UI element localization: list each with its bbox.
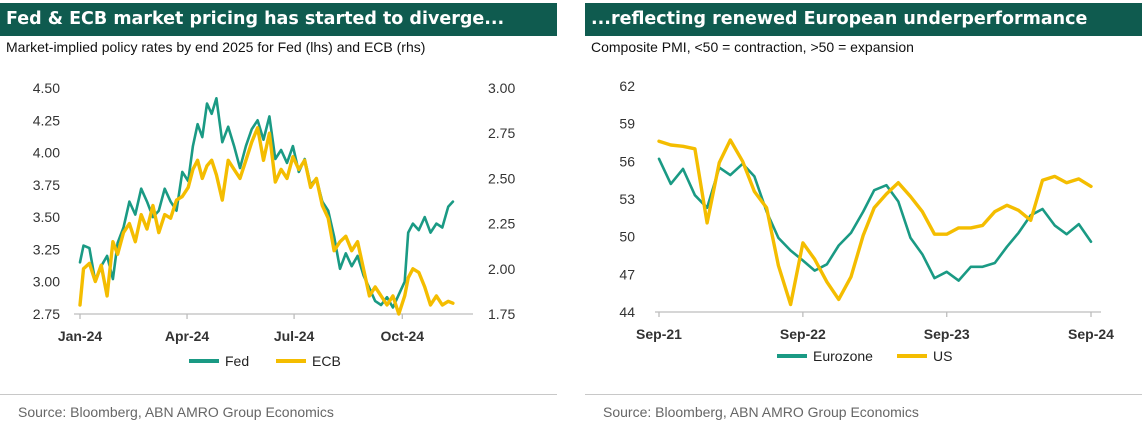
y-left-tick-label: 4.00 <box>33 145 60 161</box>
left-chart-subtitle: Market-implied policy rates by end 2025 … <box>6 39 426 55</box>
x-tick-label: Sep-24 <box>1068 326 1114 342</box>
right-panel: ...reflecting renewed European underperf… <box>585 0 1142 428</box>
right-chart-subtitle: Composite PMI, <50 = contraction, >50 = … <box>591 39 914 55</box>
series-line-us <box>657 138 1093 307</box>
left-divider <box>0 394 557 395</box>
y-tick-label: 53 <box>619 191 635 207</box>
x-tick-label: Oct-24 <box>381 328 425 344</box>
y-left-tick-label: 3.50 <box>33 209 60 225</box>
legend-item-us: US <box>897 348 952 364</box>
legend-label-us: US <box>933 348 952 364</box>
x-tick-label: Sep-23 <box>924 326 970 342</box>
y-tick-label: 62 <box>619 78 635 94</box>
y-left-tick-label: 3.00 <box>33 274 60 290</box>
x-tick-label: Sep-22 <box>780 326 826 342</box>
y-right-tick-label: 2.25 <box>488 216 515 232</box>
x-tick-label: Apr-24 <box>165 328 210 344</box>
y-left-tick-label: 3.75 <box>33 177 60 193</box>
left-chart-title: Fed & ECB market pricing has started to … <box>0 3 557 36</box>
legend-item-ecb: ECB <box>276 353 341 369</box>
series-line-eurozone <box>657 157 1093 282</box>
y-left-tick-label: 3.25 <box>33 241 60 257</box>
composite-pmi-chart: 44 47 50 53 56 59 62 Sep-21 Sep-22 Sep-23 Sep-24 Eu… <box>619 78 1114 364</box>
x-tick-label: Jul-24 <box>274 328 315 344</box>
left-panel: Fed & ECB market pricing has started to … <box>0 0 557 428</box>
y-right-tick-label: 2.75 <box>488 125 515 141</box>
legend-item-fed: Fed <box>189 353 249 369</box>
legend-item-eurozone: Eurozone <box>777 348 873 364</box>
legend-label-ecb: ECB <box>312 353 341 369</box>
right-chart-title: ...reflecting renewed European underperf… <box>585 3 1142 36</box>
y-tick-label: 47 <box>619 266 635 282</box>
x-tick-label: Sep-21 <box>636 326 682 342</box>
y-tick-label: 44 <box>619 304 635 320</box>
legend-label-fed: Fed <box>225 353 249 369</box>
series-line-fed <box>78 97 455 309</box>
series-line-ecb <box>78 126 455 316</box>
y-tick-label: 59 <box>619 116 635 132</box>
right-divider <box>585 394 1142 395</box>
y-right-tick-label: 2.50 <box>488 170 515 186</box>
legend-label-eurozone: Eurozone <box>813 348 873 364</box>
y-tick-label: 50 <box>619 229 635 245</box>
y-right-tick-label: 2.00 <box>488 261 515 277</box>
y-right-tick-label: 3.00 <box>488 80 515 96</box>
y-left-tick-label: 4.50 <box>33 80 60 96</box>
left-source-note: Source: Bloomberg, ABN AMRO Group Econom… <box>18 404 334 420</box>
x-tick-label: Jan-24 <box>58 328 103 344</box>
y-tick-label: 56 <box>619 153 635 169</box>
y-left-tick-label: 4.25 <box>33 112 60 128</box>
policy-rates-chart: 2.75 3.00 3.25 3.50 3.75 4.00 4.25 4.50 1.75 2.00… <box>33 80 516 369</box>
y-left-tick-label: 2.75 <box>33 306 60 322</box>
y-right-tick-label: 1.75 <box>488 306 515 322</box>
right-source-note: Source: Bloomberg, ABN AMRO Group Econom… <box>603 404 919 420</box>
